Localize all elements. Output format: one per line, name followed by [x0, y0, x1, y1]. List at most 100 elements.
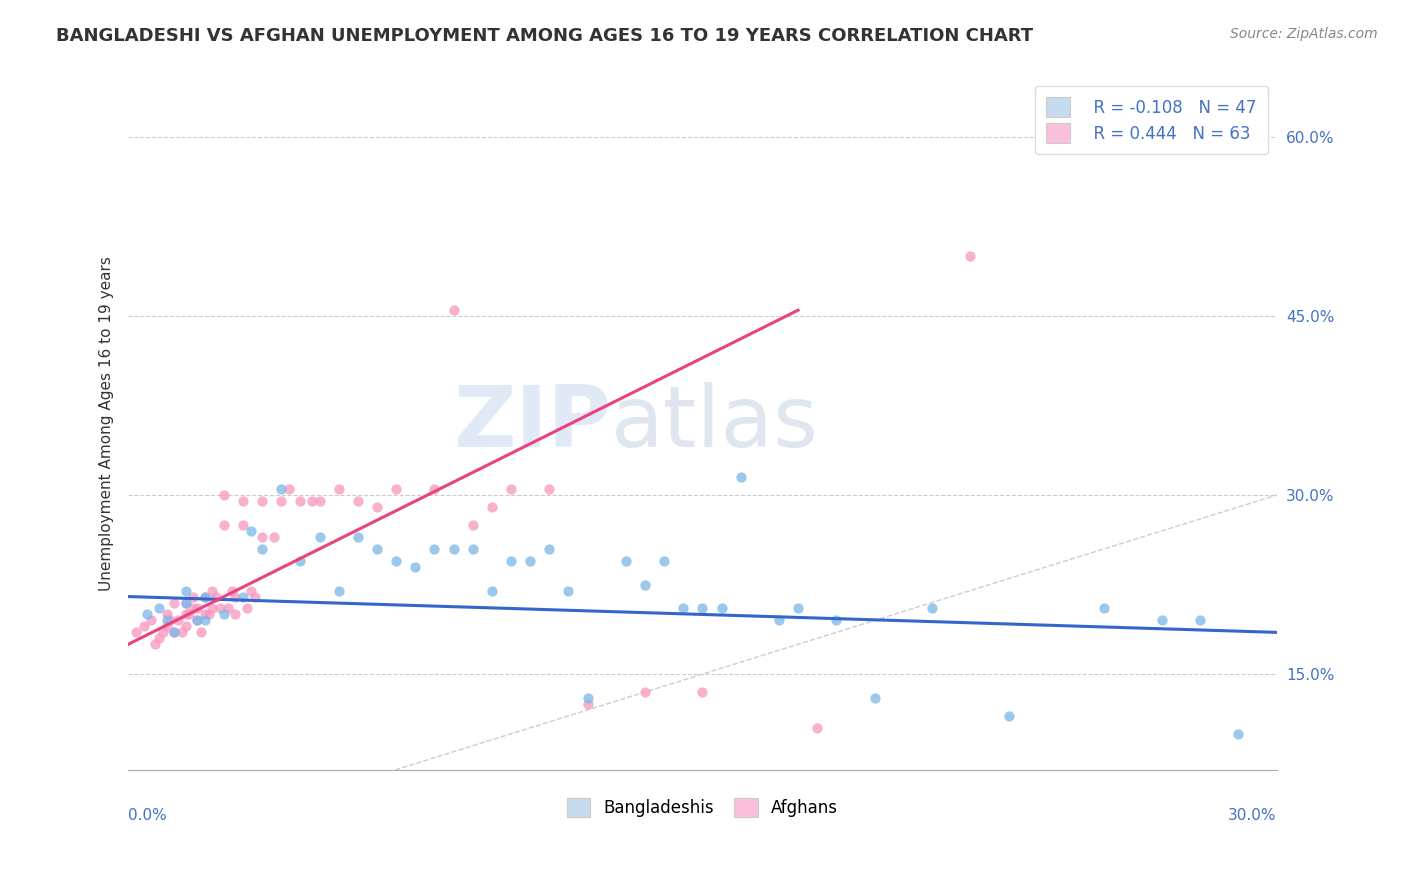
Text: ZIP: ZIP: [453, 382, 610, 465]
Point: [328, 583, 350, 598]
Point: [366, 500, 388, 514]
Point: [194, 614, 217, 628]
Point: [481, 500, 503, 514]
Text: Source: ZipAtlas.com: Source: ZipAtlas.com: [1230, 27, 1378, 41]
Point: [250, 494, 273, 508]
Point: [710, 601, 733, 615]
Point: [194, 590, 217, 604]
Point: [1188, 614, 1211, 628]
Point: [148, 632, 170, 646]
Point: [538, 482, 561, 496]
Point: [163, 595, 186, 609]
Point: [423, 541, 446, 556]
Point: [863, 690, 886, 705]
Point: [423, 482, 446, 496]
Point: [209, 601, 232, 615]
Point: [308, 530, 330, 544]
Point: [141, 614, 163, 628]
Point: [385, 554, 408, 568]
Point: [576, 697, 599, 711]
Point: [224, 590, 246, 604]
Point: [270, 482, 292, 496]
Y-axis label: Unemployment Among Ages 16 to 19 years: Unemployment Among Ages 16 to 19 years: [100, 256, 114, 591]
Point: [181, 601, 204, 615]
Point: [614, 554, 637, 568]
Point: [174, 583, 197, 598]
Point: [170, 625, 193, 640]
Point: [825, 614, 848, 628]
Point: [159, 614, 181, 628]
Point: [347, 530, 370, 544]
Point: [179, 607, 201, 622]
Point: [308, 494, 330, 508]
Point: [270, 494, 292, 508]
Point: [205, 590, 228, 604]
Point: [576, 690, 599, 705]
Point: [634, 685, 657, 699]
Point: [692, 685, 714, 699]
Point: [181, 590, 204, 604]
Point: [232, 518, 254, 533]
Point: [263, 530, 285, 544]
Point: [443, 541, 465, 556]
Point: [232, 494, 254, 508]
Point: [347, 494, 370, 508]
Point: [186, 601, 208, 615]
Point: [921, 601, 943, 615]
Point: [125, 625, 148, 640]
Point: [155, 614, 177, 628]
Point: [519, 554, 541, 568]
Point: [163, 625, 186, 640]
Point: [174, 607, 197, 622]
Text: BANGLADESHI VS AFGHAN UNEMPLOYMENT AMONG AGES 16 TO 19 YEARS CORRELATION CHART: BANGLADESHI VS AFGHAN UNEMPLOYMENT AMONG…: [56, 27, 1033, 45]
Point: [250, 530, 273, 544]
Point: [278, 482, 301, 496]
Point: [212, 607, 235, 622]
Point: [328, 482, 350, 496]
Point: [239, 524, 262, 538]
Point: [143, 637, 166, 651]
Point: [136, 607, 159, 622]
Point: [217, 601, 239, 615]
Text: atlas: atlas: [610, 382, 818, 465]
Point: [461, 518, 484, 533]
Point: [212, 518, 235, 533]
Point: [174, 595, 197, 609]
Point: [806, 721, 828, 735]
Point: [538, 541, 561, 556]
Point: [186, 614, 208, 628]
Point: [148, 601, 170, 615]
Point: [167, 614, 190, 628]
Point: [443, 303, 465, 318]
Point: [481, 583, 503, 598]
Point: [301, 494, 323, 508]
Point: [224, 607, 246, 622]
Point: [243, 590, 266, 604]
Point: [1092, 601, 1115, 615]
Point: [174, 619, 197, 633]
Point: [152, 625, 174, 640]
Point: [959, 249, 981, 263]
Point: [250, 541, 273, 556]
Point: [190, 625, 212, 640]
Point: [174, 595, 197, 609]
Point: [194, 607, 217, 622]
Point: [385, 482, 408, 496]
Point: [163, 625, 186, 640]
Point: [634, 577, 657, 591]
Point: [201, 601, 224, 615]
Point: [1227, 727, 1250, 741]
Point: [201, 583, 224, 598]
Point: [692, 601, 714, 615]
Point: [1150, 614, 1173, 628]
Point: [499, 554, 522, 568]
Point: [290, 494, 312, 508]
Point: [221, 583, 243, 598]
Point: [290, 554, 312, 568]
Point: [461, 541, 484, 556]
Point: [366, 541, 388, 556]
Point: [186, 614, 208, 628]
Point: [197, 607, 219, 622]
Point: [155, 607, 177, 622]
Text: 30.0%: 30.0%: [1227, 808, 1277, 823]
